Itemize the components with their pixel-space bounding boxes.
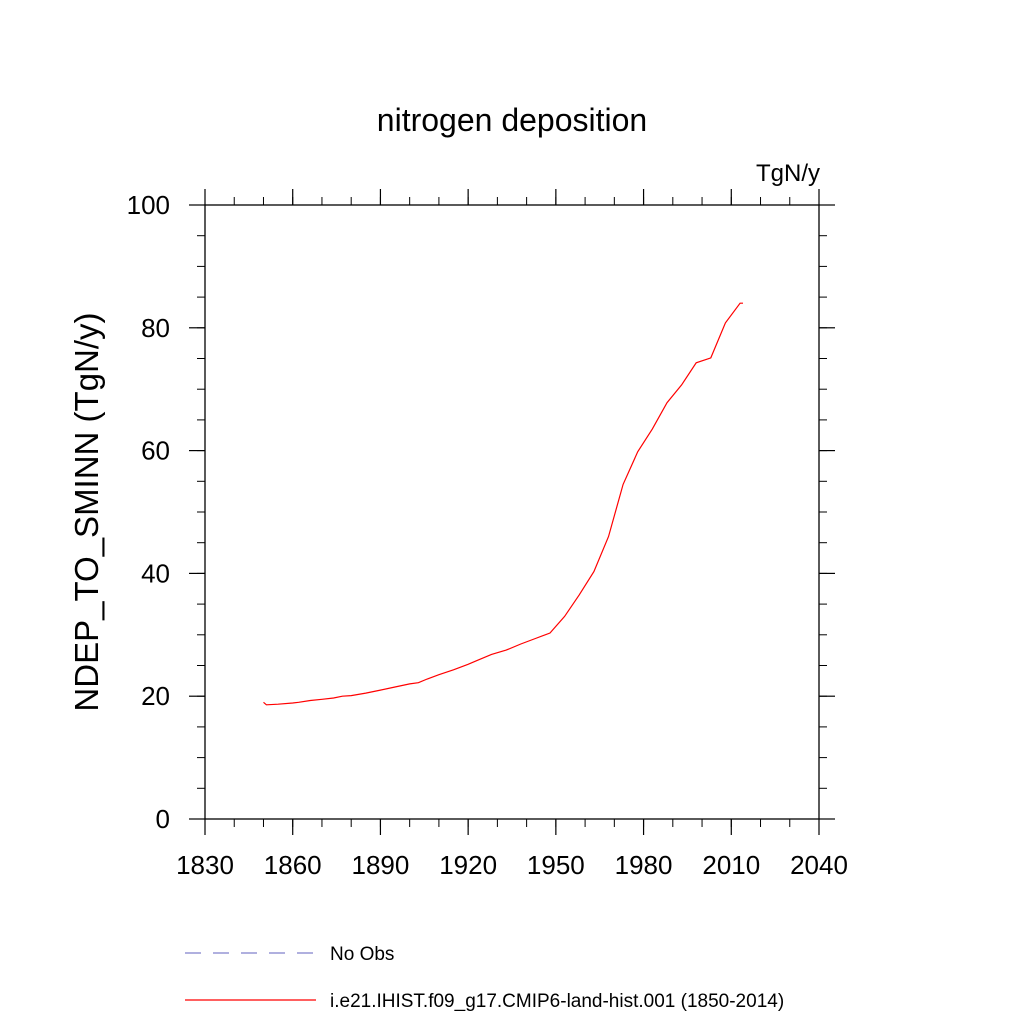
y-tick-label: 100 <box>127 190 170 220</box>
y-tick-label: 60 <box>141 436 170 466</box>
x-tick-label: 1860 <box>264 850 322 880</box>
legend-label: i.e21.IHIST.f09_g17.CMIP6-land-hist.001 … <box>330 991 784 1012</box>
y-tick-label: 20 <box>141 681 170 711</box>
legend: No Obs i.e21.IHIST.f09_g17.CMIP6-land-his… <box>185 944 784 1012</box>
y-tick-label: 0 <box>156 804 170 834</box>
x-tick-label: 1980 <box>615 850 673 880</box>
x-tick-label: 2040 <box>790 850 848 880</box>
axis-ticks <box>189 189 835 835</box>
x-tick-label: 2010 <box>702 850 760 880</box>
x-tick-label: 1920 <box>439 850 497 880</box>
x-tick-label: 1950 <box>527 850 585 880</box>
y-tick-labels: 0 20 40 60 80 100 <box>127 190 170 834</box>
y-tick-label: 80 <box>141 313 170 343</box>
chart-title: nitrogen deposition <box>377 102 647 138</box>
series-line <box>263 302 743 706</box>
x-tick-labels: 1830 1860 1890 1920 1950 1980 2010 2040 <box>176 850 848 880</box>
legend-label: No Obs <box>330 944 394 965</box>
units-label: TgN/y <box>756 160 820 187</box>
y-tick-label: 40 <box>141 558 170 588</box>
series-layer <box>263 302 743 706</box>
y-axis-label: NDEP_TO_SMINN (TgN/y) <box>68 312 105 711</box>
x-tick-label: 1830 <box>176 850 234 880</box>
plot-frame <box>204 204 820 820</box>
x-tick-label: 1890 <box>352 850 410 880</box>
